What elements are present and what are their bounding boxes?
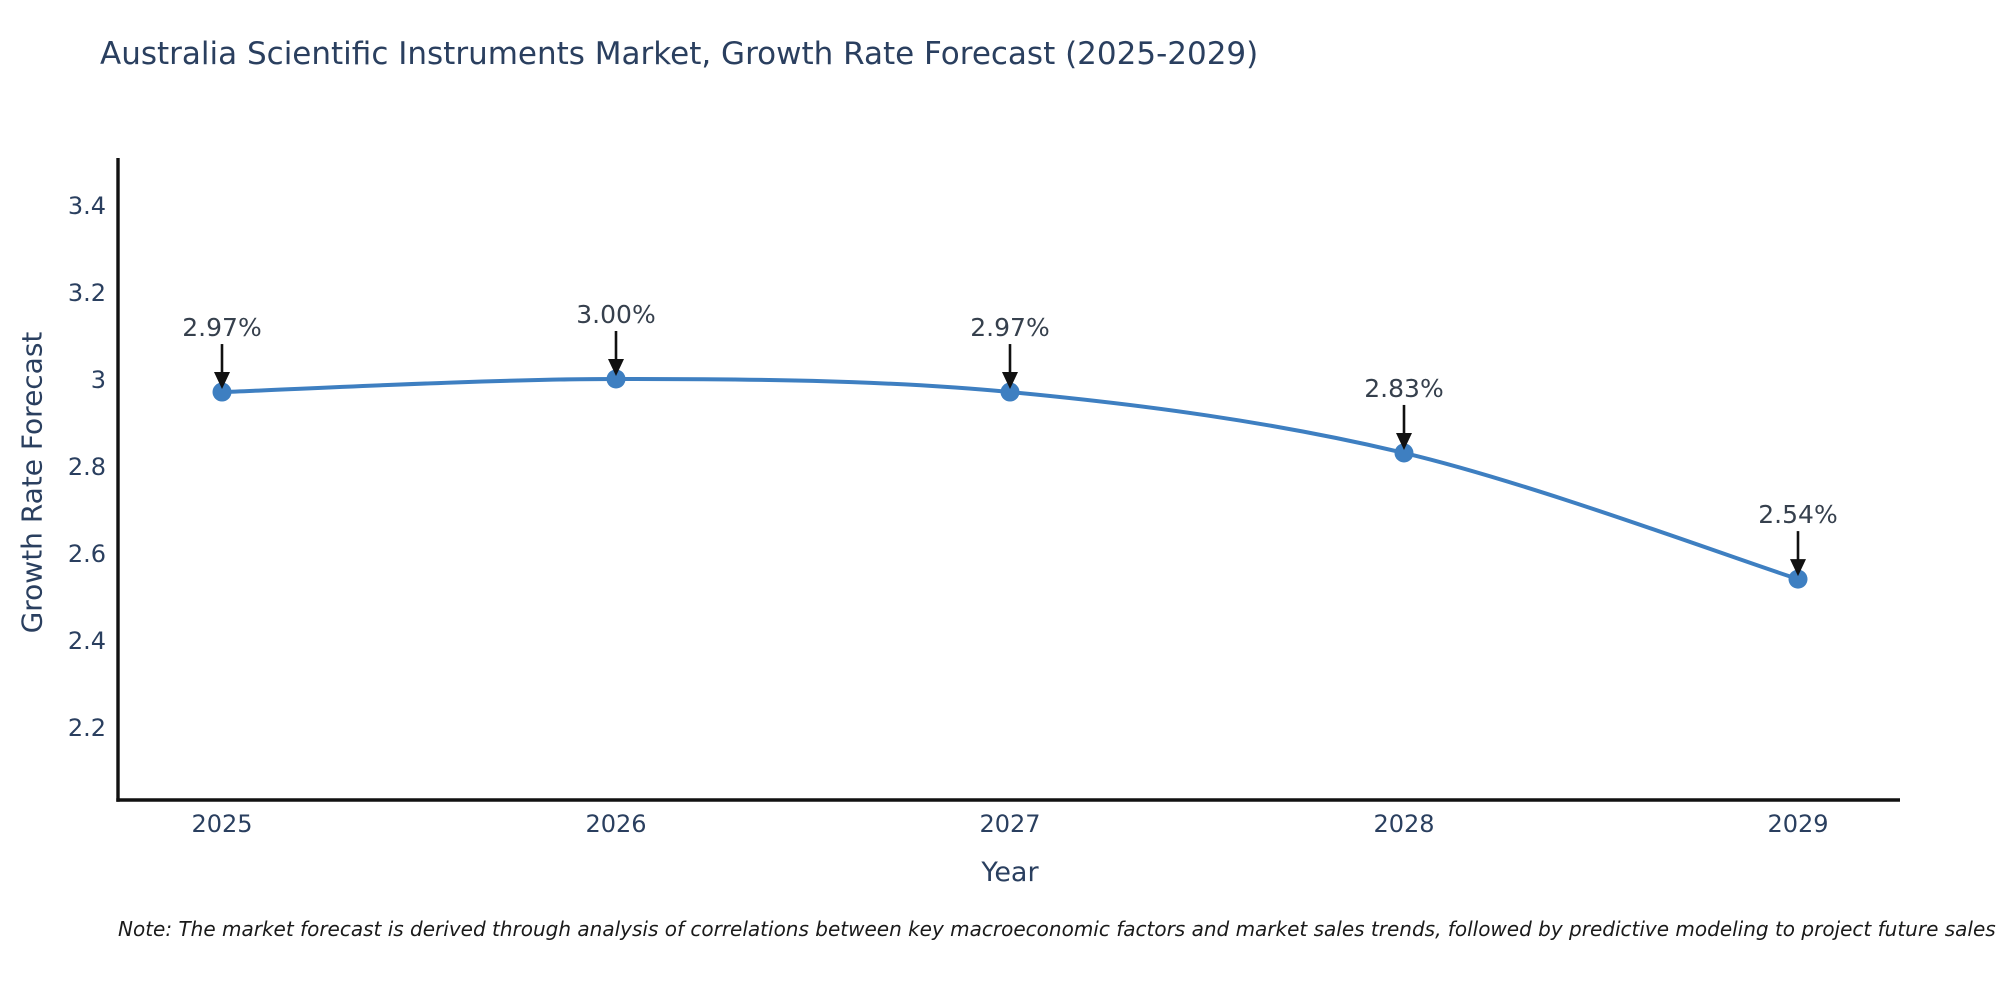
y-tick-label: 2.8 (68, 453, 106, 481)
x-tick-label: 2026 (585, 810, 646, 838)
forecast-line (221, 376, 1799, 582)
x-tick-label: 2025 (191, 810, 252, 838)
data-point-label: 3.00% (576, 300, 655, 329)
x-axis-title: Year (981, 857, 1039, 888)
annotation-arrowhead (1396, 432, 1412, 450)
y-tick-label: 2.2 (68, 714, 106, 742)
data-point-marker (1000, 382, 1020, 402)
data-point-marker (1394, 443, 1414, 463)
y-tick-label: 2.4 (68, 627, 106, 655)
x-tick-label: 2029 (1767, 810, 1828, 838)
annotation-arrowhead (1002, 372, 1018, 390)
annotation-arrowhead (214, 372, 230, 390)
data-point-label: 2.97% (182, 313, 261, 342)
data-point-label: 2.54% (1758, 500, 1837, 529)
data-point-label: 2.97% (970, 313, 1049, 342)
y-tick-label: 2.6 (68, 540, 106, 568)
data-point-marker (212, 382, 232, 402)
y-tick-label: 3.2 (68, 279, 106, 307)
annotation-arrowhead (608, 359, 624, 376)
y-tick-label: 3.4 (68, 192, 106, 220)
x-tick-label: 2027 (979, 810, 1040, 838)
data-point-marker (1788, 569, 1808, 589)
y-tick-label: 3 (91, 366, 106, 394)
chart-title: Australia Scientific Instruments Market,… (100, 36, 1259, 72)
annotation-arrowhead (1790, 559, 1806, 577)
data-point-label: 2.83% (1364, 374, 1443, 403)
data-point-marker (606, 369, 626, 389)
footnote: Note: The market forecast is derived thr… (118, 917, 1996, 941)
x-tick-label: 2028 (1373, 810, 1434, 838)
